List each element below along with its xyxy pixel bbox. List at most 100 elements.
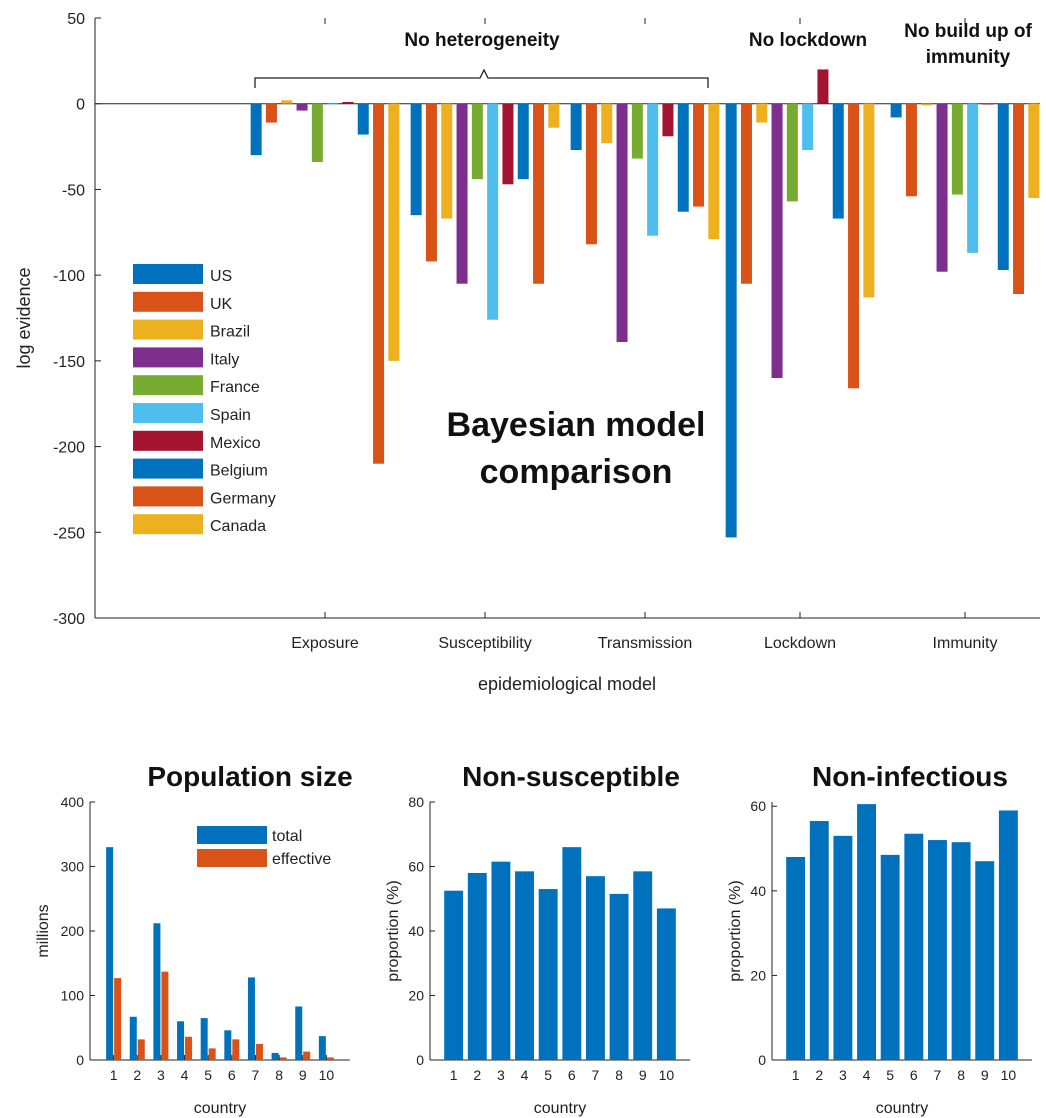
population-chart-y-tick-label: 300 — [61, 859, 85, 875]
main-y-tick-label: -100 — [53, 268, 85, 285]
main-bar — [693, 103, 705, 207]
main-bar — [616, 103, 628, 342]
non-infectious-chart-x-axis-label: country — [876, 1100, 928, 1117]
main-legend: US UK Brazil Italy France Spain Mexico Belgium G… — [133, 264, 276, 535]
main-bar — [905, 103, 917, 197]
non-susceptible-chart-y-tick-label: 60 — [408, 859, 424, 875]
population-chart-bar — [232, 1039, 240, 1060]
legend-label: France — [210, 379, 260, 396]
legend-label: US — [210, 268, 232, 285]
legend-swatch — [133, 319, 203, 340]
population-chart-bar — [106, 847, 114, 1060]
main-y-tick-label: -250 — [53, 525, 85, 542]
main-bar — [471, 103, 483, 180]
non-susceptible-chart-x-tick-label: 7 — [592, 1067, 600, 1083]
main-bar — [281, 100, 293, 104]
legend-label: Germany — [210, 490, 276, 507]
non-infectious-chart-x-tick-label: 9 — [981, 1067, 989, 1083]
legend-swatch — [133, 458, 203, 479]
main-bar — [373, 103, 385, 464]
main-bar — [388, 103, 400, 361]
population-chart-bar — [114, 978, 122, 1060]
main-x-tick-label: Exposure — [291, 635, 359, 652]
legend-swatch — [133, 375, 203, 396]
legend-label: Spain — [210, 407, 251, 424]
main-y-tick-label: -50 — [62, 182, 85, 199]
main-bar — [548, 103, 560, 128]
main-bar — [725, 103, 737, 538]
non-susceptible-chart-x-tick-label: 1 — [450, 1067, 458, 1083]
non-infectious-chart-y-tick-label: 60 — [750, 798, 766, 814]
main-bar — [327, 103, 339, 105]
legend-swatch — [133, 514, 203, 535]
non-susceptible-chart-bar — [633, 871, 653, 1060]
non-susceptible-chart-y-tick-label: 40 — [408, 923, 424, 939]
non-susceptible-chart-bar — [656, 908, 676, 1060]
main-bar — [890, 103, 902, 118]
non-infectious-chart-bar — [880, 854, 900, 1060]
non-susceptible-chart-bar — [562, 847, 582, 1060]
non-susceptible-chart-x-tick-label: 5 — [544, 1067, 552, 1083]
population-chart-y-tick-label: 0 — [76, 1052, 84, 1068]
main-bar — [311, 103, 323, 162]
main-bar — [647, 103, 659, 236]
non-susceptible-chart-x-tick-label: 9 — [639, 1067, 647, 1083]
bayesian-label-line1: Bayesian model — [447, 406, 706, 444]
non-susceptible-chart-bar — [538, 889, 558, 1060]
non-susceptible-chart-bar — [491, 861, 511, 1060]
non-susceptible-chart-y-tick-label: 20 — [408, 988, 424, 1004]
population-chart-x-tick-label: 4 — [181, 1067, 189, 1083]
population-chart-bar — [224, 1030, 232, 1060]
non-susceptible-chart-x-tick-label: 6 — [568, 1067, 576, 1083]
non-infectious-chart-y-tick-label: 40 — [750, 883, 766, 899]
non-susceptible-chart-y-axis-label: proportion (%) — [385, 880, 402, 981]
heterogeneity-bracket — [254, 68, 709, 88]
population-chart-title: Population size — [147, 761, 352, 792]
main-bar — [740, 103, 752, 284]
population-chart-bar — [200, 1018, 208, 1060]
legend-label: Canada — [210, 518, 266, 535]
legend-swatch — [197, 826, 267, 844]
main-bar — [848, 103, 860, 389]
legend-label: effective — [272, 851, 331, 868]
population-chart-bar — [185, 1036, 193, 1060]
population-chart-bar — [129, 1016, 137, 1060]
non-susceptible-chart: 0 20 40 60 80 1 2 3 4 5 6 7 8 9 10 Non-susceptible count… — [385, 761, 690, 1117]
population-chart-x-tick-label: 2 — [133, 1067, 141, 1083]
main-bar — [425, 103, 437, 262]
non-infectious-chart-bar — [928, 840, 947, 1060]
population-chart-bar — [137, 1039, 145, 1060]
main-bar — [786, 103, 798, 202]
non-infectious-chart-y-tick-label: 20 — [750, 967, 766, 983]
main-bar — [533, 103, 545, 284]
main-y-axis-label: log evidence — [14, 267, 34, 368]
non-infectious-chart-bar — [809, 821, 829, 1060]
non-infectious-chart-bar — [786, 856, 806, 1060]
main-y-tick-label: -150 — [53, 354, 85, 371]
main-chart: 50 0 -50 -100 -150 -200 -250 -300 Exposure Suscep… — [14, 11, 1040, 694]
main-y-tick-label: -300 — [53, 611, 85, 628]
legend-label: total — [272, 828, 302, 845]
main-bar — [771, 103, 783, 378]
main-bar — [863, 103, 875, 298]
non-infectious-chart-x-tick-label: 7 — [934, 1067, 942, 1083]
population-chart-y-axis-label: millions — [35, 904, 52, 957]
main-y-tick-label: 0 — [76, 97, 85, 114]
non-susceptible-chart-bar — [515, 871, 534, 1060]
main-x-tick-label: Immunity — [933, 635, 998, 652]
legend-swatch — [133, 291, 203, 312]
population-chart-bar — [303, 1051, 311, 1060]
population-chart-x-tick-label: 1 — [110, 1067, 118, 1083]
population-chart-y-tick-label: 400 — [61, 794, 85, 810]
population-chart-bar — [153, 923, 161, 1060]
main-bar — [1013, 103, 1025, 294]
population-chart-y-tick-label: 100 — [61, 988, 85, 1004]
non-infectious-chart-x-tick-label: 8 — [957, 1067, 965, 1083]
non-infectious-chart-bar — [857, 804, 876, 1060]
non-susceptible-chart-title: Non-susceptible — [462, 761, 680, 792]
main-bar — [708, 103, 720, 240]
legend-swatch — [197, 849, 267, 867]
non-infectious-chart-x-tick-label: 10 — [1001, 1067, 1017, 1083]
non-infectious-chart-x-tick-label: 1 — [792, 1067, 800, 1083]
main-bar — [357, 103, 369, 135]
